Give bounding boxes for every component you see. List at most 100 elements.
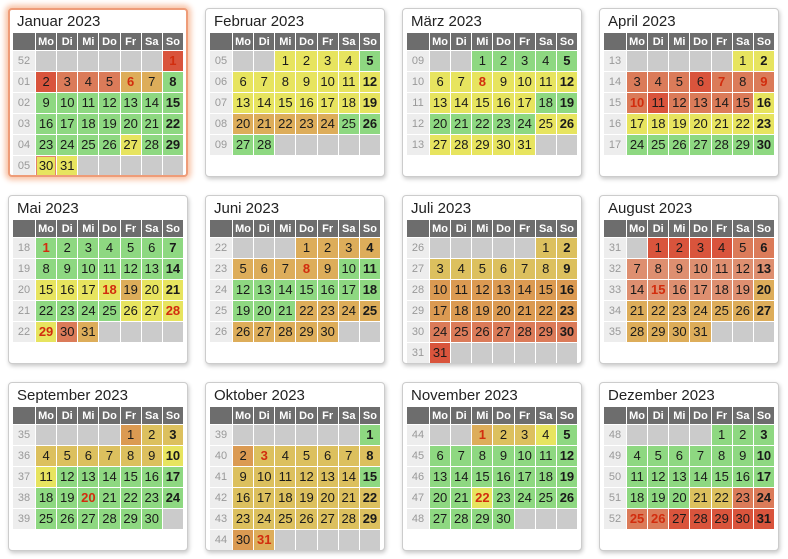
day-cell[interactable]: 28 <box>514 322 535 342</box>
day-cell[interactable]: 24 <box>753 488 774 508</box>
day-cell[interactable]: 19 <box>732 280 753 300</box>
day-cell[interactable]: 9 <box>317 259 338 279</box>
day-cell[interactable]: 19 <box>99 114 120 134</box>
day-cell[interactable]: 25 <box>627 509 648 529</box>
day-cell[interactable]: 21 <box>451 488 472 508</box>
day-cell[interactable]: 9 <box>233 467 254 487</box>
day-cell[interactable]: 1 <box>535 238 556 258</box>
day-cell[interactable]: 29 <box>648 322 669 342</box>
day-cell[interactable]: 18 <box>275 488 296 508</box>
day-cell[interactable]: 20 <box>430 488 451 508</box>
day-cell[interactable]: 28 <box>451 135 472 155</box>
day-cell[interactable]: 16 <box>296 93 317 113</box>
day-cell[interactable]: 10 <box>690 259 711 279</box>
day-cell[interactable]: 9 <box>493 72 514 92</box>
day-cell[interactable]: 2 <box>296 51 317 71</box>
day-cell[interactable]: 20 <box>317 488 338 508</box>
day-cell[interactable]: 11 <box>535 446 556 466</box>
day-cell[interactable]: 17 <box>690 280 711 300</box>
day-cell[interactable]: 8 <box>162 72 183 92</box>
day-cell[interactable]: 19 <box>296 488 317 508</box>
day-cell[interactable]: 30 <box>57 322 78 342</box>
day-cell[interactable]: 16 <box>317 280 338 300</box>
day-cell[interactable]: 24 <box>317 114 338 134</box>
day-cell[interactable]: 3 <box>514 51 535 71</box>
day-cell[interactable]: 24 <box>627 135 648 155</box>
day-cell[interactable]: 7 <box>711 72 732 92</box>
day-cell[interactable]: 29 <box>535 322 556 342</box>
day-cell[interactable]: 11 <box>99 259 120 279</box>
day-cell[interactable]: 25 <box>711 301 732 321</box>
day-cell[interactable]: 22 <box>36 301 57 321</box>
day-cell[interactable]: 6 <box>430 446 451 466</box>
day-cell[interactable]: 17 <box>254 488 275 508</box>
day-cell[interactable]: 18 <box>359 280 380 300</box>
day-cell[interactable]: 25 <box>275 509 296 529</box>
day-cell[interactable]: 12 <box>472 280 493 300</box>
day-cell[interactable]: 30 <box>36 156 57 175</box>
day-cell[interactable]: 25 <box>36 509 57 529</box>
day-cell[interactable]: 18 <box>535 93 556 113</box>
day-cell[interactable]: 30 <box>493 135 514 155</box>
day-cell[interactable]: 11 <box>275 467 296 487</box>
day-cell[interactable]: 28 <box>338 509 359 529</box>
day-cell[interactable]: 1 <box>162 51 183 71</box>
day-cell[interactable]: 10 <box>514 446 535 466</box>
day-cell[interactable]: 20 <box>141 280 162 300</box>
day-cell[interactable]: 18 <box>36 488 57 508</box>
day-cell[interactable]: 1 <box>648 238 669 258</box>
day-cell[interactable]: 26 <box>472 322 493 342</box>
day-cell[interactable]: 28 <box>162 301 183 321</box>
day-cell[interactable]: 16 <box>556 280 577 300</box>
day-cell[interactable]: 29 <box>472 135 493 155</box>
day-cell[interactable]: 11 <box>711 259 732 279</box>
day-cell[interactable]: 12 <box>556 446 577 466</box>
day-cell[interactable]: 1 <box>296 238 317 258</box>
day-cell[interactable]: 19 <box>472 301 493 321</box>
day-cell[interactable]: 21 <box>338 488 359 508</box>
day-cell[interactable]: 21 <box>254 114 275 134</box>
day-cell[interactable]: 16 <box>753 93 774 113</box>
day-cell[interactable]: 4 <box>535 51 556 71</box>
day-cell[interactable]: 26 <box>57 509 78 529</box>
day-cell[interactable]: 27 <box>317 509 338 529</box>
day-cell[interactable]: 24 <box>254 509 275 529</box>
day-cell[interactable]: 11 <box>451 280 472 300</box>
day-cell[interactable]: 27 <box>254 322 275 342</box>
day-cell[interactable]: 2 <box>141 425 162 445</box>
day-cell[interactable]: 21 <box>275 301 296 321</box>
day-cell[interactable]: 31 <box>78 322 99 342</box>
day-cell[interactable]: 2 <box>556 238 577 258</box>
day-cell[interactable]: 28 <box>711 135 732 155</box>
day-cell[interactable]: 3 <box>338 238 359 258</box>
day-cell[interactable]: 31 <box>690 322 711 342</box>
day-cell[interactable]: 10 <box>514 72 535 92</box>
day-cell[interactable]: 6 <box>120 72 141 92</box>
day-cell[interactable]: 4 <box>36 446 57 466</box>
day-cell[interactable]: 15 <box>296 280 317 300</box>
day-cell[interactable]: 8 <box>120 446 141 466</box>
day-cell[interactable]: 18 <box>78 114 99 134</box>
day-cell[interactable]: 27 <box>690 135 711 155</box>
day-cell[interactable]: 19 <box>556 467 577 487</box>
day-cell[interactable]: 7 <box>254 72 275 92</box>
day-cell[interactable]: 12 <box>732 259 753 279</box>
day-cell[interactable]: 9 <box>36 93 57 113</box>
day-cell[interactable]: 28 <box>254 135 275 155</box>
day-cell[interactable]: 30 <box>233 530 254 550</box>
day-cell[interactable]: 30 <box>556 322 577 342</box>
day-cell[interactable]: 7 <box>162 238 183 258</box>
day-cell[interactable]: 12 <box>120 259 141 279</box>
day-cell[interactable]: 27 <box>141 301 162 321</box>
day-cell[interactable]: 14 <box>275 280 296 300</box>
day-cell[interactable]: 26 <box>556 114 577 134</box>
day-cell[interactable]: 30 <box>317 322 338 342</box>
day-cell[interactable]: 29 <box>162 135 183 155</box>
day-cell[interactable]: 13 <box>317 467 338 487</box>
day-cell[interactable]: 27 <box>669 509 690 529</box>
day-cell[interactable]: 23 <box>141 488 162 508</box>
day-cell[interactable]: 23 <box>36 135 57 155</box>
day-cell[interactable]: 14 <box>514 280 535 300</box>
day-cell[interactable]: 13 <box>430 467 451 487</box>
day-cell[interactable]: 14 <box>141 93 162 113</box>
